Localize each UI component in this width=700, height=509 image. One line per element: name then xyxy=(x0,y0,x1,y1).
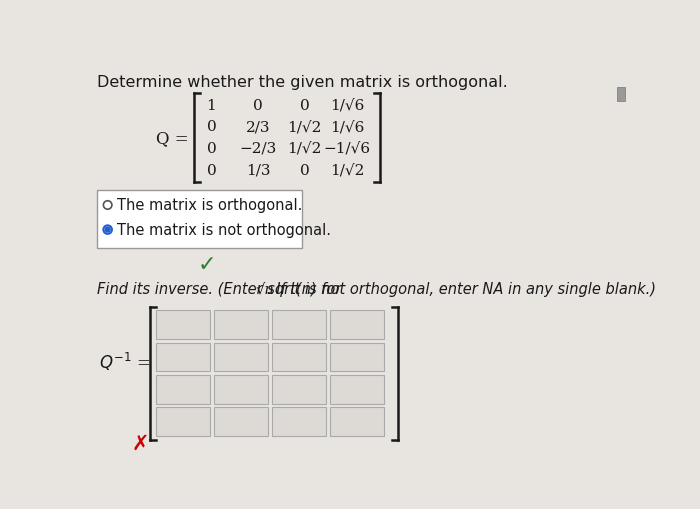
FancyBboxPatch shape xyxy=(272,343,326,372)
FancyBboxPatch shape xyxy=(97,190,302,248)
Text: 1/√6: 1/√6 xyxy=(330,120,364,134)
Text: The matrix is not orthogonal.: The matrix is not orthogonal. xyxy=(117,222,331,238)
FancyBboxPatch shape xyxy=(155,376,210,404)
Text: 0: 0 xyxy=(300,99,309,112)
Text: 0: 0 xyxy=(253,99,263,112)
Text: Q =: Q = xyxy=(155,129,188,147)
Text: Determine whether the given matrix is orthogonal.: Determine whether the given matrix is or… xyxy=(97,75,508,90)
Text: 0: 0 xyxy=(206,120,216,134)
Text: 2/3: 2/3 xyxy=(246,120,270,134)
FancyBboxPatch shape xyxy=(155,343,210,372)
FancyBboxPatch shape xyxy=(214,343,268,372)
Text: −1/√6: −1/√6 xyxy=(323,142,371,156)
FancyBboxPatch shape xyxy=(214,311,268,340)
Text: $Q^{-1}$ =: $Q^{-1}$ = xyxy=(99,350,150,372)
Text: . If it is not orthogonal, enter NA in any single blank.): . If it is not orthogonal, enter NA in a… xyxy=(267,281,656,297)
Text: 1: 1 xyxy=(206,99,216,112)
Text: 1/√2: 1/√2 xyxy=(287,142,322,156)
Text: 1/√2: 1/√2 xyxy=(287,120,322,134)
FancyBboxPatch shape xyxy=(330,376,384,404)
FancyBboxPatch shape xyxy=(272,311,326,340)
Circle shape xyxy=(105,228,110,233)
Text: The matrix is orthogonal.: The matrix is orthogonal. xyxy=(117,198,302,213)
FancyBboxPatch shape xyxy=(155,311,210,340)
FancyBboxPatch shape xyxy=(155,408,210,436)
FancyBboxPatch shape xyxy=(214,408,268,436)
FancyBboxPatch shape xyxy=(272,408,326,436)
Text: ✓: ✓ xyxy=(198,254,216,275)
FancyBboxPatch shape xyxy=(617,88,624,102)
Text: 1/√6: 1/√6 xyxy=(330,99,364,112)
FancyBboxPatch shape xyxy=(214,376,268,404)
Text: −2/3: −2/3 xyxy=(239,142,276,156)
Text: Find its inverse. (Enter sqrt(n) for: Find its inverse. (Enter sqrt(n) for xyxy=(97,281,346,297)
FancyBboxPatch shape xyxy=(330,311,384,340)
FancyBboxPatch shape xyxy=(330,408,384,436)
FancyBboxPatch shape xyxy=(272,376,326,404)
Text: 0: 0 xyxy=(300,163,309,177)
Text: 1/3: 1/3 xyxy=(246,163,270,177)
FancyBboxPatch shape xyxy=(330,343,384,372)
Text: ✗: ✗ xyxy=(132,433,149,453)
Text: 0: 0 xyxy=(206,163,216,177)
Text: √n: √n xyxy=(256,281,274,296)
Text: 1/√2: 1/√2 xyxy=(330,163,364,177)
Text: 0: 0 xyxy=(206,142,216,156)
